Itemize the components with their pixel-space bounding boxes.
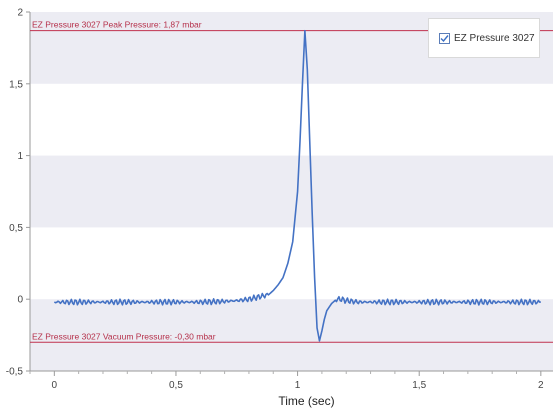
- y-tick-label: 1: [17, 151, 23, 162]
- grid-bands: [30, 12, 553, 371]
- series-line-ez-pressure-3027: [53, 29, 541, 342]
- x-axis-title: Time (sec): [278, 394, 334, 408]
- x-tick-label: 1,5: [412, 380, 426, 391]
- grid-band: [30, 155, 553, 228]
- reference-line-label: EZ Pressure 3027 Vacuum Pressure: -0,30 …: [32, 331, 216, 341]
- reference-line-label: EZ Pressure 3027 Peak Pressure: 1,87 mba…: [32, 20, 202, 30]
- x-tick-label: 0,5: [169, 380, 183, 391]
- y-ticks: -0,5 0 0,5 1 1,5 2: [6, 8, 30, 378]
- y-tick-label: 0,5: [9, 223, 23, 234]
- checkbox-checked-icon[interactable]: [439, 32, 450, 44]
- legend-label: EZ Pressure 3027: [454, 32, 535, 44]
- y-tick-label: 0: [17, 295, 23, 306]
- x-tick-label: 1: [295, 380, 301, 391]
- y-tick-label: 1,5: [9, 79, 23, 90]
- x-tick-label: 0: [52, 380, 58, 391]
- series-layer: [53, 29, 541, 342]
- grid-band: [30, 299, 553, 371]
- x-ticks: 0 0,5 1 1,5 2: [29, 371, 544, 391]
- y-tick-label: -0,5: [6, 367, 24, 378]
- y-tick-label: 2: [17, 8, 23, 19]
- axes: [29, 12, 553, 372]
- legend[interactable]: EZ Pressure 3027: [428, 18, 540, 58]
- x-tick-label: 2: [538, 380, 544, 391]
